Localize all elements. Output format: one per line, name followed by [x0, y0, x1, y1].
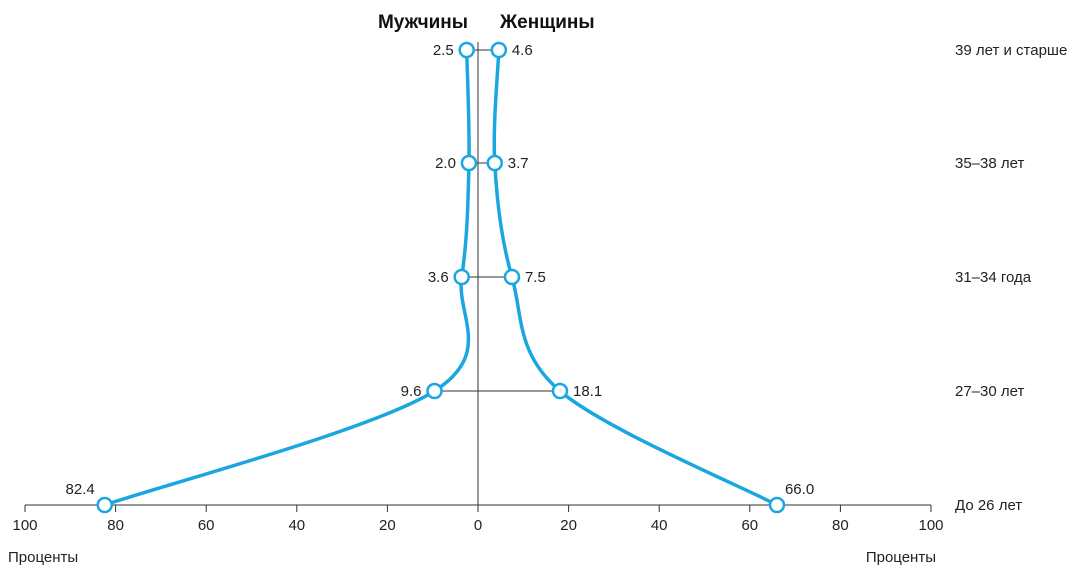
data-label: 2.5 — [433, 42, 454, 59]
data-label: 66.0 — [785, 481, 814, 498]
value-labels: 82.4 9.6 3.6 2.0 2.5 66.0 18.1 7.5 3.7 4.6 — [66, 42, 815, 498]
data-point — [460, 154, 478, 172]
data-label: 3.6 — [428, 269, 449, 286]
data-label: 18.1 — [573, 383, 602, 400]
x-tick-label: 60 — [198, 517, 215, 534]
data-point — [96, 496, 113, 514]
data-label: 7.5 — [525, 269, 546, 286]
data-point — [486, 154, 504, 172]
data-point — [768, 496, 786, 514]
data-point — [490, 41, 508, 59]
x-tick-label: 20 — [379, 517, 396, 534]
data-point — [426, 382, 443, 400]
series-line-men — [102, 48, 471, 507]
data-label: 2.0 — [435, 155, 456, 172]
series-title-men: Мужчины — [378, 12, 468, 33]
x-tick-label: 80 — [107, 517, 124, 534]
data-point — [458, 41, 475, 59]
x-axis-title-right: Проценты — [866, 549, 936, 566]
data-label: 3.7 — [508, 155, 529, 172]
series-lines — [102, 48, 779, 507]
data-point — [453, 268, 470, 286]
series-line-women — [492, 48, 779, 507]
data-label: 4.6 — [512, 42, 533, 59]
data-point — [551, 382, 569, 400]
data-point — [503, 268, 521, 286]
x-tick-label: 40 — [651, 517, 668, 534]
category-labels: До 26 лет 27–30 лет 31–34 года 35–38 лет 39 … — [955, 42, 1067, 514]
category-label: До 26 лет — [955, 497, 1022, 514]
category-label: 39 лет и старше — [955, 42, 1067, 59]
category-label: 35–38 лет — [955, 155, 1024, 172]
x-tick-label: 0 — [474, 517, 482, 534]
data-label: 82.4 — [66, 481, 95, 498]
series-title-women: Женщины — [499, 12, 595, 33]
x-tick-label: 40 — [288, 517, 305, 534]
data-label: 9.6 — [401, 383, 422, 400]
series-markers — [96, 41, 786, 514]
x-axis-title-left: Проценты — [8, 549, 78, 566]
x-tick-label: 100 — [918, 517, 943, 534]
category-label: 31–34 года — [955, 269, 1032, 286]
x-tick-label: 20 — [560, 517, 577, 534]
x-tick-label: 100 — [12, 517, 37, 534]
x-axis-ticks: 100 80 60 40 20 0 20 40 60 80 100 — [12, 505, 944, 534]
category-label: 27–30 лет — [955, 383, 1024, 400]
x-tick-label: 60 — [741, 517, 758, 534]
x-tick-label: 80 — [832, 517, 849, 534]
